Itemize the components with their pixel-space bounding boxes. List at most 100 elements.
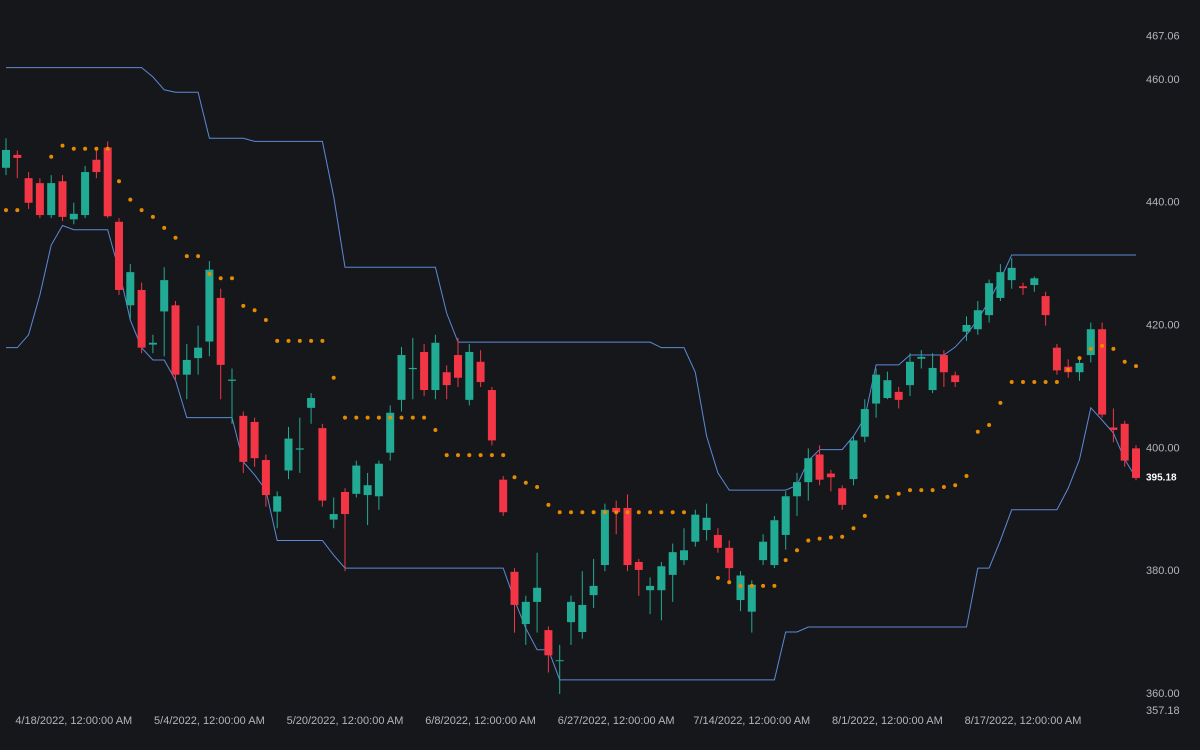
sar-dot	[715, 575, 720, 580]
x-tick-label: 4/18/2022, 12:00:00 AM	[15, 715, 132, 727]
x-tick-label: 8/1/2022, 12:00:00 AM	[832, 715, 943, 727]
candle-body	[58, 181, 67, 217]
sar-dot	[1077, 356, 1082, 361]
candle-body	[838, 488, 847, 505]
candle-body	[804, 458, 813, 483]
candle-body	[374, 463, 383, 497]
sar-dot	[636, 510, 641, 515]
candle-body	[985, 283, 994, 316]
sar-dot	[49, 154, 54, 159]
sar-dot	[105, 146, 110, 151]
candle-body	[793, 482, 801, 497]
x-tick-label: 6/27/2022, 12:00:00 AM	[558, 715, 675, 727]
candle-body	[386, 412, 395, 453]
candle-body	[1132, 448, 1140, 478]
candle-body	[103, 147, 112, 217]
candle-body	[781, 496, 790, 535]
candle-body	[668, 552, 677, 575]
candle-body	[454, 355, 462, 378]
candle-body	[363, 485, 372, 496]
candle-body	[465, 351, 474, 400]
sar-dot	[207, 271, 212, 276]
candle-body	[533, 587, 542, 602]
sar-dot	[682, 510, 686, 515]
sar-dot	[275, 338, 280, 343]
candle-body	[860, 409, 869, 437]
sar-dot	[128, 197, 133, 202]
candle-body	[928, 367, 937, 391]
candle-body	[894, 391, 903, 400]
candle-body	[917, 356, 926, 359]
candle-body	[725, 547, 734, 569]
candle-body	[702, 517, 711, 531]
sar-dot	[150, 214, 155, 219]
candle-body	[81, 172, 90, 216]
candle-body	[759, 541, 768, 561]
candle-body	[634, 561, 643, 570]
candle-body	[148, 342, 157, 345]
x-tick-label: 5/4/2022, 12:00:00 AM	[154, 715, 265, 727]
sar-dot	[591, 510, 596, 515]
candle-body	[442, 372, 451, 386]
sar-dot	[602, 510, 607, 515]
sar-dot	[874, 494, 879, 499]
x-tick-label: 5/20/2022, 12:00:00 AM	[287, 715, 404, 727]
candle-body	[1075, 363, 1084, 373]
sar-dot	[806, 538, 811, 543]
sar-dot	[230, 276, 234, 281]
sar-dot	[196, 254, 201, 259]
candle-body	[996, 272, 1005, 298]
sar-dot	[388, 415, 393, 420]
y-tick-label: 467.06	[1146, 31, 1180, 43]
sar-dot	[512, 475, 517, 480]
sar-dot	[1134, 364, 1138, 369]
candle-body	[160, 280, 169, 312]
channel-upper-line	[6, 67, 1136, 491]
sar-dot	[309, 338, 314, 343]
candle-body	[1052, 347, 1061, 371]
sar-dot	[738, 583, 743, 588]
sar-dot	[964, 474, 969, 479]
candle-body	[691, 514, 700, 542]
candle-body	[1086, 329, 1095, 356]
candle-body	[1041, 296, 1050, 316]
sar-dot	[263, 318, 268, 323]
candle-body	[216, 297, 225, 365]
candle-body	[510, 571, 519, 605]
sar-dot	[535, 485, 540, 490]
candle-body	[826, 473, 835, 478]
candle-body	[544, 630, 553, 656]
sar-dot	[467, 453, 472, 458]
sar-dot	[1066, 367, 1071, 372]
sar-dot	[1032, 380, 1037, 385]
sar-dot	[410, 415, 415, 420]
candle-body	[872, 374, 881, 404]
sar-dot	[648, 510, 653, 515]
candle-body	[849, 440, 858, 480]
sar-dot	[1088, 346, 1093, 351]
sar-dot	[761, 583, 766, 588]
sar-dot	[331, 375, 336, 380]
sar-dot	[376, 415, 381, 420]
sar-dot	[71, 146, 76, 151]
candle-body	[2, 149, 10, 168]
candle-body	[589, 585, 598, 596]
candle-body	[578, 604, 587, 632]
candle-body	[962, 324, 971, 332]
sar-dot	[241, 303, 246, 308]
candle-body	[1109, 427, 1118, 430]
sar-dot	[4, 208, 8, 213]
sar-dot	[320, 338, 325, 343]
channel-lower-line	[6, 224, 1137, 681]
candle-body	[205, 269, 214, 342]
sar-dot	[343, 415, 347, 420]
candle-body	[747, 584, 756, 612]
sar-dot	[625, 510, 630, 515]
candle-body	[228, 379, 236, 381]
candle-body	[973, 310, 982, 330]
candle-body	[408, 367, 417, 370]
candle-body	[1120, 423, 1129, 461]
sar-dot	[998, 400, 1003, 405]
sar-dot	[580, 510, 585, 515]
